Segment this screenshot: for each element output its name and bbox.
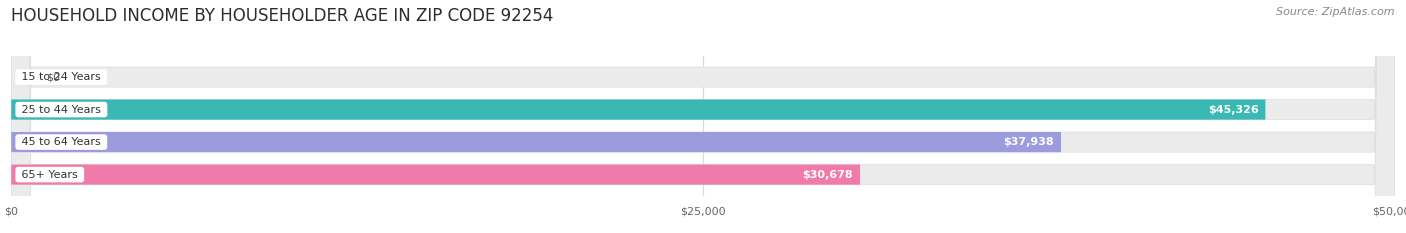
Text: $30,678: $30,678 — [803, 170, 853, 180]
Text: $0: $0 — [46, 72, 60, 82]
Text: $37,938: $37,938 — [1004, 137, 1054, 147]
FancyBboxPatch shape — [11, 132, 1062, 152]
Text: 65+ Years: 65+ Years — [18, 170, 82, 180]
Text: 45 to 64 Years: 45 to 64 Years — [18, 137, 104, 147]
Text: 25 to 44 Years: 25 to 44 Years — [18, 105, 104, 115]
FancyBboxPatch shape — [11, 0, 1395, 233]
Text: HOUSEHOLD INCOME BY HOUSEHOLDER AGE IN ZIP CODE 92254: HOUSEHOLD INCOME BY HOUSEHOLDER AGE IN Z… — [11, 7, 554, 25]
FancyBboxPatch shape — [11, 0, 1395, 233]
FancyBboxPatch shape — [11, 164, 860, 185]
Text: $45,326: $45,326 — [1208, 105, 1258, 115]
FancyBboxPatch shape — [11, 0, 1395, 233]
FancyBboxPatch shape — [11, 0, 1395, 233]
FancyBboxPatch shape — [11, 99, 1265, 120]
Text: 15 to 24 Years: 15 to 24 Years — [18, 72, 104, 82]
Text: Source: ZipAtlas.com: Source: ZipAtlas.com — [1277, 7, 1395, 17]
